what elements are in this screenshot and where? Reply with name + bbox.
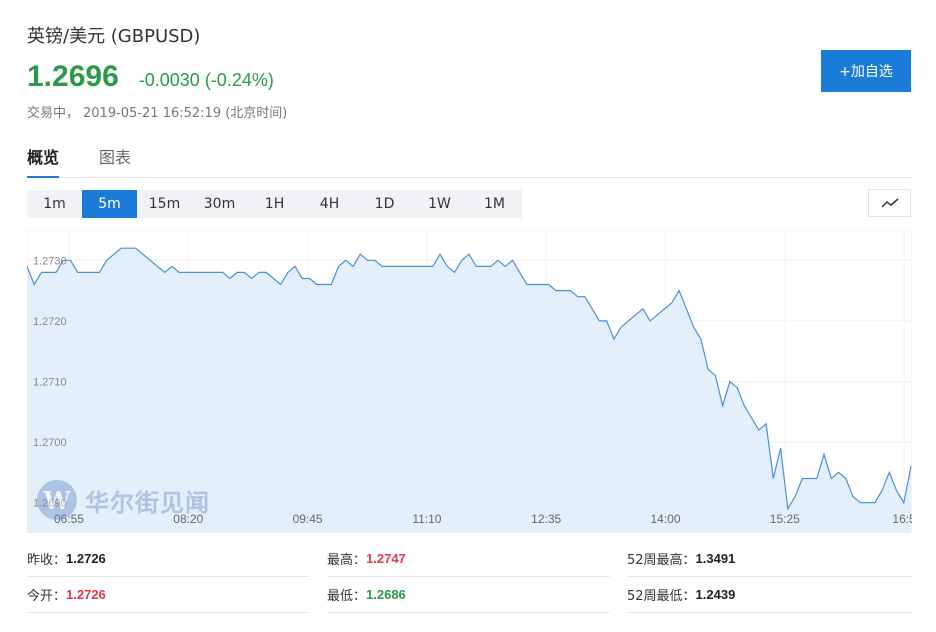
price-row: 1.2696 -0.0030 (-0.24%)	[27, 60, 274, 94]
trading-status: 交易中， 2019-05-21 16:52:19 (北京时间)	[27, 102, 287, 121]
watermark: W 华尔街见闻	[37, 480, 210, 520]
chart-type-button[interactable]	[868, 189, 911, 217]
price-chart[interactable]: 1.2730 1.2720 1.2710 1.2700 1.2690 06:55 08:20…	[27, 230, 912, 533]
stats-row: 昨收： 1.2726 最高： 1.2747 52周最高： 1.3491	[27, 541, 912, 577]
x-tick-label: 16:5	[892, 512, 912, 526]
stat-label: 最低：	[327, 589, 367, 604]
stat-52w-low: 52周最低： 1.2439	[627, 577, 912, 613]
x-tick-label: 09:45	[293, 512, 323, 526]
period-selector: 1m 5m 15m 30m 1H 4H 1D 1W 1M	[27, 190, 522, 218]
x-tick-label: 15:25	[770, 512, 800, 526]
watermark-logo: W	[37, 480, 77, 520]
stat-value: 1.2439	[695, 587, 736, 602]
y-tick-label: 1.2690	[33, 498, 67, 510]
y-tick-label: 1.2720	[33, 316, 67, 328]
stat-label: 52周最低：	[627, 589, 696, 604]
stat-value: 1.2686	[366, 587, 406, 602]
x-tick-label: 12:35	[531, 512, 561, 526]
tab-chart[interactable]: 图表	[99, 148, 132, 167]
stat-value: 1.2726	[66, 587, 106, 602]
status-label: 交易中，	[27, 106, 80, 121]
period-4h[interactable]: 4H	[319, 196, 340, 212]
stat-value: 1.2726	[66, 551, 106, 566]
tab-bar: 概览 图表	[27, 144, 912, 178]
x-tick-label: 11:10	[412, 512, 441, 526]
period-1m[interactable]: 1m	[43, 196, 66, 212]
price-change: -0.0030 (-0.24%)	[138, 70, 274, 90]
period-1mo[interactable]: 1M	[484, 196, 505, 212]
stat-low: 最低： 1.2686	[327, 577, 610, 613]
y-tick-label: 1.2710	[33, 377, 67, 389]
stat-value: 1.3491	[695, 551, 736, 566]
stats-table: 昨收： 1.2726 最高： 1.2747 52周最高： 1.3491 今开： 1.27…	[27, 541, 912, 613]
period-30m[interactable]: 30m	[203, 196, 236, 212]
stat-prev-close: 昨收： 1.2726	[27, 541, 310, 577]
period-15m[interactable]: 15m	[148, 196, 181, 212]
stat-label: 最高：	[327, 553, 367, 568]
status-time: 2019-05-21 16:52:19 (北京时间)	[83, 106, 288, 121]
stat-high: 最高： 1.2747	[327, 541, 610, 577]
stat-open: 今开： 1.2726	[27, 577, 310, 613]
watermark-text: 华尔街见闻	[85, 487, 210, 517]
instrument-title: 英镑/美元 (GBPUSD)	[27, 26, 201, 47]
period-1h[interactable]: 1H	[264, 196, 285, 212]
stat-52w-high: 52周最高： 1.3491	[627, 541, 912, 577]
period-1d[interactable]: 1D	[374, 196, 395, 212]
line-chart-icon	[880, 198, 898, 208]
y-tick-label: 1.2730	[33, 255, 67, 267]
stat-label: 今开：	[27, 589, 67, 604]
x-tick-label: 14:00	[650, 512, 680, 526]
current-price: 1.2696	[27, 60, 119, 93]
x-tick-label: 08:20	[173, 512, 203, 526]
y-tick-label: 1.2700	[33, 437, 67, 449]
stats-row: 今开： 1.2726 最低： 1.2686 52周最低： 1.2439	[27, 577, 912, 613]
x-tick-label: 06:55	[54, 512, 84, 526]
stat-label: 昨收：	[27, 553, 67, 568]
stat-value: 1.2747	[366, 551, 406, 566]
tab-overview[interactable]: 概览	[27, 144, 60, 178]
period-5m[interactable]: 5m	[82, 190, 137, 218]
series-line	[27, 247, 912, 511]
stat-label: 52周最高：	[627, 553, 696, 568]
period-1w[interactable]: 1W	[428, 196, 451, 212]
add-watchlist-button[interactable]: +加自选	[821, 50, 911, 92]
